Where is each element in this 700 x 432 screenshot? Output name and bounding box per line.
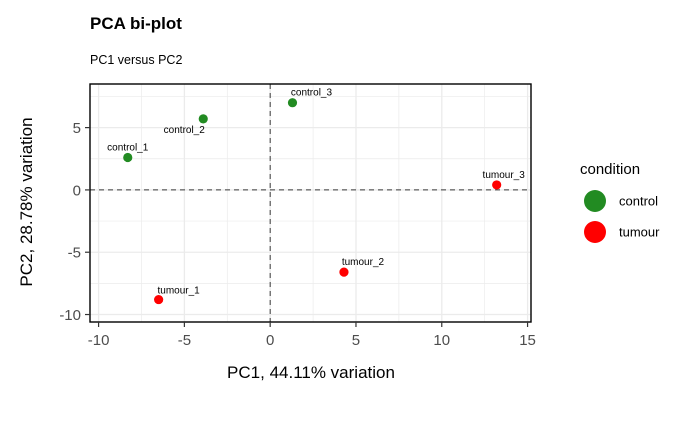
point-label-control_3: control_3 [291, 88, 333, 99]
data-points [123, 98, 502, 305]
data-point-control_3 [287, 98, 298, 108]
y-tick-label: 0 [73, 182, 81, 199]
y-tick-label: 5 [73, 120, 81, 137]
legend-label-control: control [619, 194, 658, 209]
chart-subtitle: PC1 versus PC2 [90, 53, 182, 67]
legend: condition control tumour [580, 161, 660, 243]
reference-lines [90, 84, 531, 322]
data-point-tumour_1 [154, 294, 164, 305]
chart-title: PCA bi-plot [90, 14, 182, 33]
data-point-control_2 [198, 114, 208, 124]
point-labels: control_1 control_2 control_3 tumour_1 tumou… [107, 88, 525, 297]
legend-key-tumour [584, 221, 606, 243]
y-tick-label: -5 [68, 245, 81, 262]
x-axis-title: PC1, 44.11% variation [227, 363, 395, 382]
point-label-control_1: control_1 [107, 143, 149, 154]
point-label-tumour_1: tumour_1 [158, 286, 201, 297]
axes: -10 -5 0 5 10 15 -10 -5 0 5 [59, 120, 536, 349]
plot-panel-border [89, 83, 532, 323]
x-tick-label: 5 [352, 332, 360, 349]
point-label-control_2: control_2 [164, 125, 206, 136]
x-tick-label: -10 [88, 332, 110, 349]
point-label-tumour_3: tumour_3 [483, 170, 526, 181]
y-tick-label: -10 [59, 307, 81, 324]
x-tick-label: -5 [178, 332, 191, 349]
data-point-control_1 [123, 152, 133, 163]
data-point-tumour_3 [492, 180, 502, 190]
x-tick-label: 0 [266, 332, 274, 349]
y-axis-title: PC2, 28.78% variation [17, 117, 36, 286]
legend-label-tumour: tumour [619, 225, 660, 240]
legend-key-control [584, 190, 606, 212]
data-point-tumour_2 [339, 267, 349, 277]
x-tick-label: 10 [433, 332, 450, 349]
grid [90, 84, 531, 322]
legend-title: condition [580, 161, 640, 178]
point-label-tumour_2: tumour_2 [342, 257, 385, 268]
x-tick-label: 15 [519, 332, 536, 349]
